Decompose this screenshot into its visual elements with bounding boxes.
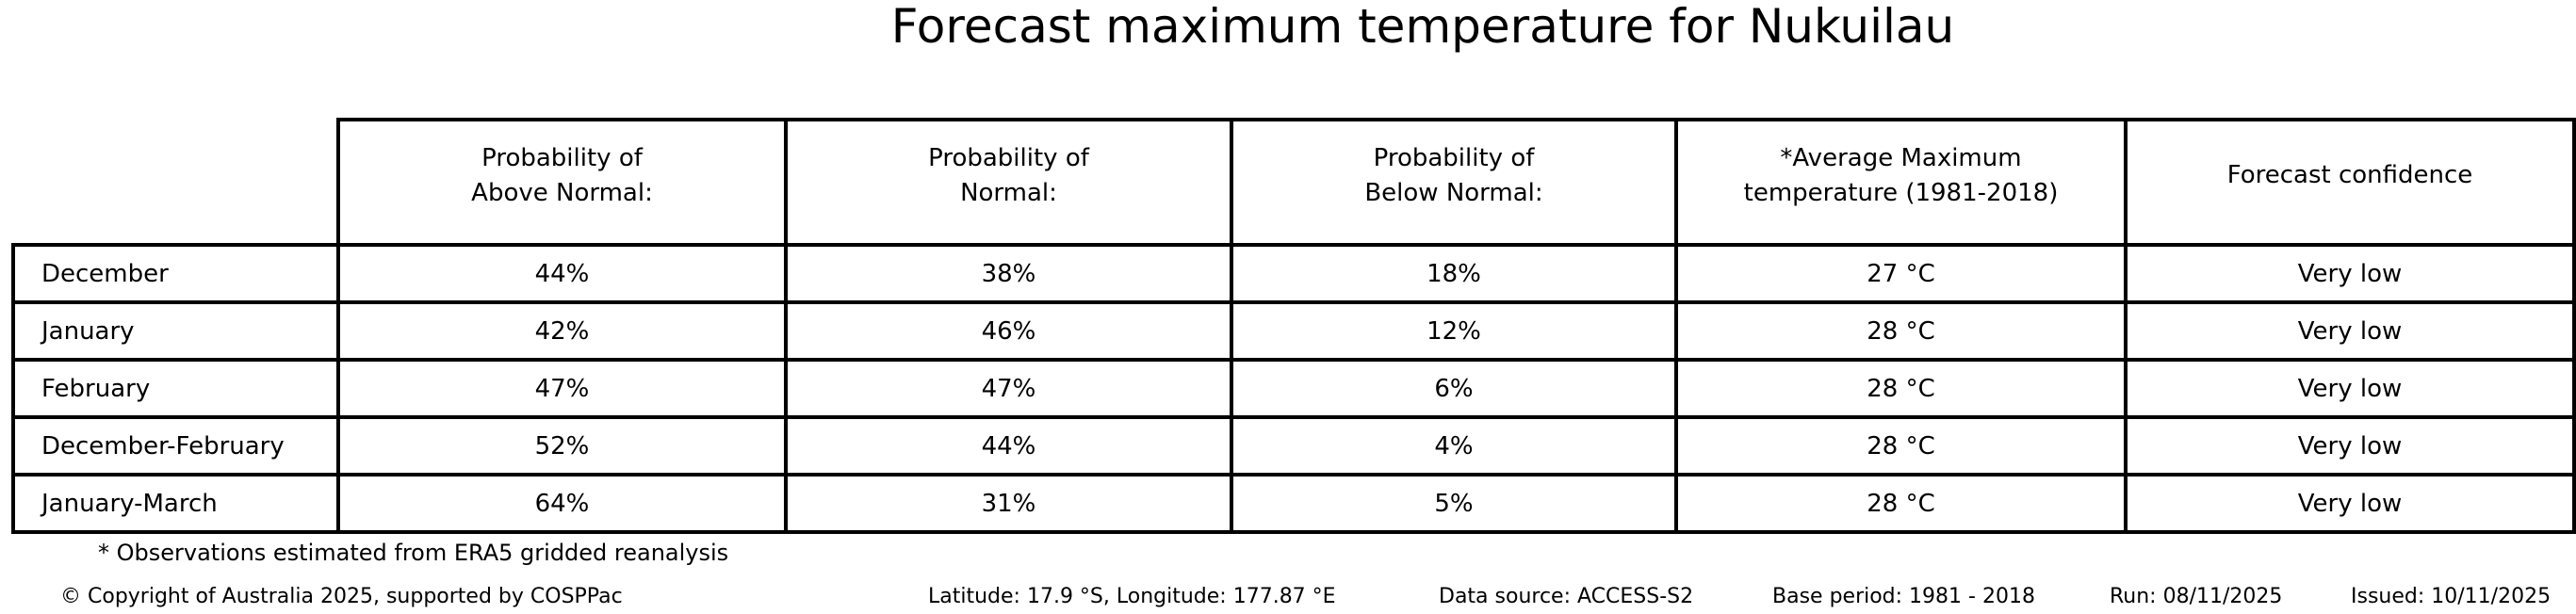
cell-forecast-confidence: Very low [2124,243,2576,304]
row-label: December [11,243,340,304]
table-row-december-february: December-February 52% 44% 4% 28 °C Very … [11,415,2576,477]
table-row-january: January 42% 46% 12% 28 °C Very low [11,300,2576,362]
table-row-december: December 44% 38% 18% 27 °C Very low [11,243,2576,304]
run-date: Run: 08/11/2025 [2110,585,2283,608]
cell-average-max-temp: 28 °C [1674,358,2128,419]
issued-date: Issued: 10/11/2025 [2351,585,2552,608]
cell-below-normal: 5% [1230,473,1678,534]
row-label: December-February [11,415,340,477]
cell-normal: 31% [784,473,1233,534]
cell-above-normal: 44% [336,243,788,304]
cell-forecast-confidence: Very low [2124,473,2576,534]
cell-average-max-temp: 28 °C [1674,300,2128,362]
cell-above-normal: 52% [336,415,788,477]
cell-normal: 44% [784,415,1233,477]
cell-above-normal: 47% [336,358,788,419]
col-header-below-normal: Probability of Below Normal: [1230,118,1678,247]
cell-average-max-temp: 27 °C [1674,243,2128,304]
cell-below-normal: 12% [1230,300,1678,362]
cell-average-max-temp: 28 °C [1674,473,2128,534]
cell-below-normal: 4% [1230,415,1678,477]
cell-normal: 38% [784,243,1233,304]
cell-normal: 47% [784,358,1233,419]
cell-average-max-temp: 28 °C [1674,415,2128,477]
observations-footnote: * Observations estimated from ERA5 gridd… [98,540,729,566]
location-coordinates: Latitude: 17.9 °S, Longitude: 177.87 °E [928,585,1336,608]
col-header-normal: Probability of Normal: [784,118,1233,247]
col-header-forecast-confidence: Forecast confidence [2124,118,2576,247]
col-header-average-max-temp: *Average Maximum temperature (1981-2018) [1674,118,2128,247]
col-header-above-normal: Probability of Above Normal: [336,118,788,247]
forecast-table: Probability of Above Normal: Probability… [11,118,2576,534]
cell-below-normal: 18% [1230,243,1678,304]
empty-corner-cell [13,120,338,245]
header-row: Probability of Above Normal: Probability… [13,118,2576,247]
table-row-february: February 47% 47% 6% 28 °C Very low [11,358,2576,419]
data-source: Data source: ACCESS-S2 [1439,585,1694,608]
cell-above-normal: 42% [336,300,788,362]
cell-forecast-confidence: Very low [2124,300,2576,362]
row-label: January-March [11,473,340,534]
cell-below-normal: 6% [1230,358,1678,419]
copyright-text: © Copyright of Australia 2025, supported… [60,585,623,608]
cell-normal: 46% [784,300,1233,362]
base-period: Base period: 1981 - 2018 [1772,585,2035,608]
cell-forecast-confidence: Very low [2124,358,2576,419]
row-label: January [11,300,340,362]
row-label: February [11,358,340,419]
cell-above-normal: 64% [336,473,788,534]
table-row-january-march: January-March 64% 31% 5% 28 °C Very low [11,473,2576,534]
cell-forecast-confidence: Very low [2124,415,2576,477]
page-title: Forecast maximum temperature for Nukuila… [890,0,1955,54]
